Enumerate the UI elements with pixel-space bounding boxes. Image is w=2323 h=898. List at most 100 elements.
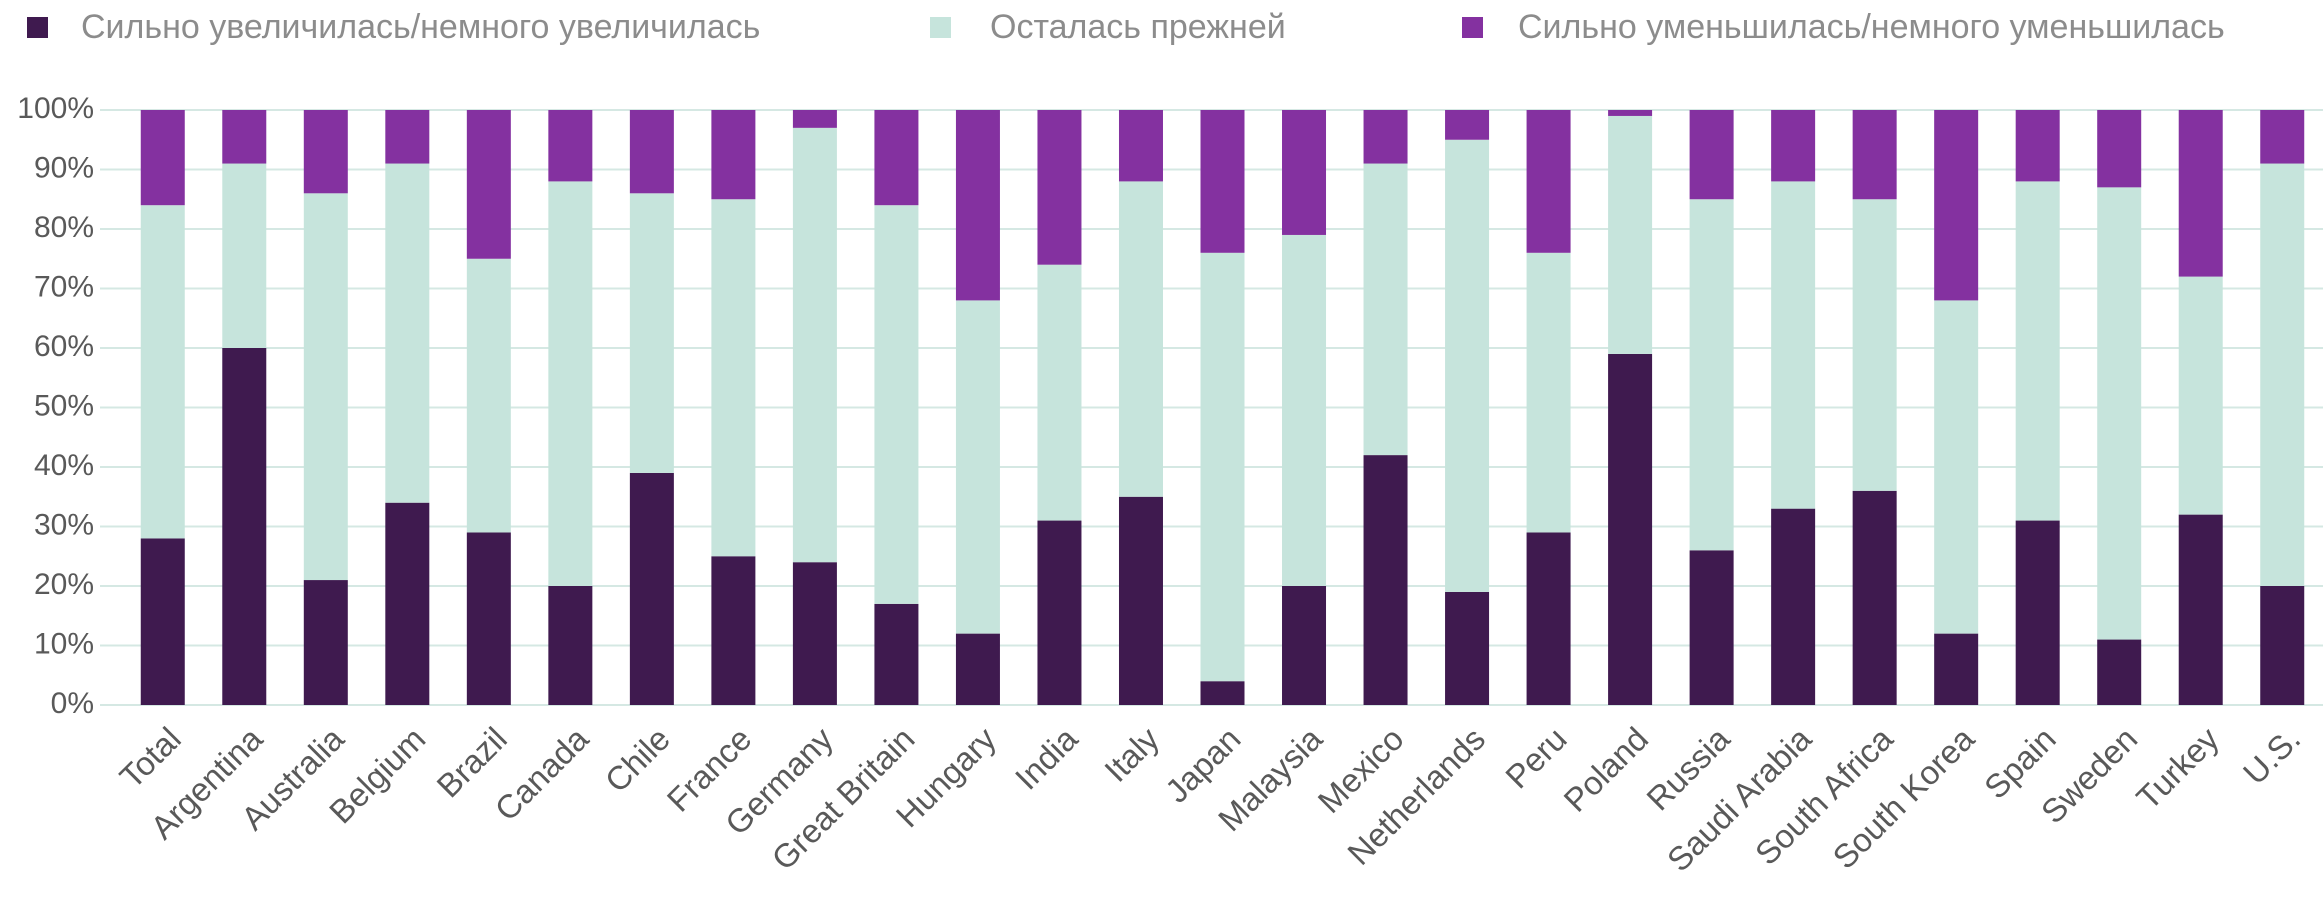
bar-segment — [1037, 110, 1082, 265]
bar-segment — [303, 110, 348, 194]
bar-segment — [955, 300, 1000, 634]
y-tick-label: 100% — [17, 92, 94, 125]
y-tick-label: 20% — [34, 568, 94, 601]
bar-segment — [1445, 139, 1490, 592]
bar-segment — [1608, 353, 1653, 705]
bar-segment — [711, 110, 756, 200]
y-tick-label: 60% — [34, 330, 94, 363]
bar-segment — [629, 193, 674, 473]
bar-segment — [1200, 681, 1245, 705]
bar-segment — [2260, 163, 2305, 587]
x-tick-label: Peru — [1498, 720, 1573, 795]
x-tick-label: Canada — [488, 720, 596, 828]
bar-segment — [140, 538, 185, 705]
bar-segment — [1363, 163, 1408, 456]
bar-segment — [466, 258, 511, 533]
bar-segment — [1118, 181, 1163, 497]
bar-segment — [140, 110, 185, 206]
bar-segment — [2178, 110, 2223, 277]
bar-segment — [1771, 508, 1816, 705]
bar-segment — [2178, 514, 2223, 705]
bar-segment — [1037, 520, 1082, 705]
bar-segment — [1689, 199, 1734, 551]
bar-segment — [2097, 639, 2142, 705]
legend-swatch — [1462, 17, 1483, 38]
bar-segment — [2015, 110, 2060, 182]
y-tick-label: 50% — [34, 389, 94, 422]
bar-segment — [2097, 187, 2142, 640]
bar-segment — [1771, 181, 1816, 509]
bar-segment — [222, 110, 267, 164]
x-tick-label: South Korea — [1825, 719, 1981, 875]
bar-segment — [1363, 455, 1408, 705]
bar-segment — [874, 110, 919, 206]
bar-segment — [466, 532, 511, 705]
bar-segment — [2260, 586, 2305, 705]
bar-segment — [1526, 110, 1571, 253]
legend-label: Осталась прежней — [990, 8, 1286, 46]
x-tick-label: Poland — [1556, 720, 1655, 819]
y-tick-label: 40% — [34, 449, 94, 482]
bar-segment — [222, 163, 267, 348]
bar-segment — [874, 205, 919, 604]
bar-segment — [1363, 110, 1408, 164]
y-tick-label: 90% — [34, 151, 94, 184]
bar-segment — [1118, 496, 1163, 705]
bar-segment — [1852, 490, 1897, 705]
y-tick-label: 30% — [34, 508, 94, 541]
bar-segment — [303, 193, 348, 581]
bar-segment — [1526, 532, 1571, 705]
bar-segment — [1689, 550, 1734, 705]
bar-segment — [1852, 110, 1897, 200]
bar-segment — [1200, 110, 1245, 253]
bar-segment — [874, 603, 919, 705]
bar-segment — [1526, 252, 1571, 533]
bar-segment — [711, 556, 756, 705]
bar-segment — [222, 348, 267, 705]
bar-segment — [1608, 110, 1653, 116]
legend-swatch — [930, 17, 951, 38]
bar-segment — [466, 110, 511, 259]
y-tick-label: 0% — [51, 687, 94, 720]
bar-segment — [1282, 234, 1327, 586]
bar-segment — [1771, 110, 1816, 182]
bar-segment — [792, 110, 837, 128]
bar-segment — [140, 205, 185, 539]
bar-segment — [792, 127, 837, 563]
bar-segment — [629, 472, 674, 705]
bar-segment — [548, 181, 593, 586]
bar-segment — [1934, 300, 1979, 634]
bar-segment — [955, 633, 1000, 705]
bar-segment — [1282, 110, 1327, 235]
x-tick-label: U.S. — [2236, 720, 2308, 792]
bar-segment — [385, 163, 430, 503]
bar-segment — [1934, 110, 1979, 301]
bar-segment — [1037, 264, 1082, 521]
bar-segment — [1689, 110, 1734, 200]
bar-segment — [1852, 199, 1897, 491]
x-tick-label: Turkey — [2129, 720, 2226, 817]
bar-segment — [548, 110, 593, 182]
bar-segment — [2178, 276, 2223, 515]
y-tick-label: 80% — [34, 211, 94, 244]
bar-segment — [2260, 110, 2305, 164]
bar-segment — [1200, 252, 1245, 682]
bar-segment — [955, 110, 1000, 301]
bar-segment — [1118, 110, 1163, 182]
legend-label: Сильно увеличилась/немного увеличилась — [81, 8, 760, 46]
x-tick-label: Italy — [1097, 720, 1166, 789]
bar-segment — [1282, 586, 1327, 705]
bar-segment — [1608, 115, 1653, 354]
bar-segment — [385, 502, 430, 705]
bar-segment — [1934, 633, 1979, 705]
bar-segment — [2015, 520, 2060, 705]
bar-segment — [1445, 591, 1490, 705]
bar-segment — [711, 199, 756, 557]
y-tick-label: 10% — [34, 627, 94, 660]
x-tick-label: Total — [112, 720, 187, 795]
legend-swatch — [27, 17, 48, 38]
bar-segment — [1445, 110, 1490, 140]
x-tick-label: India — [1008, 719, 1085, 796]
legend-label: Сильно уменьшилась/немного уменьшилась — [1518, 8, 2225, 46]
